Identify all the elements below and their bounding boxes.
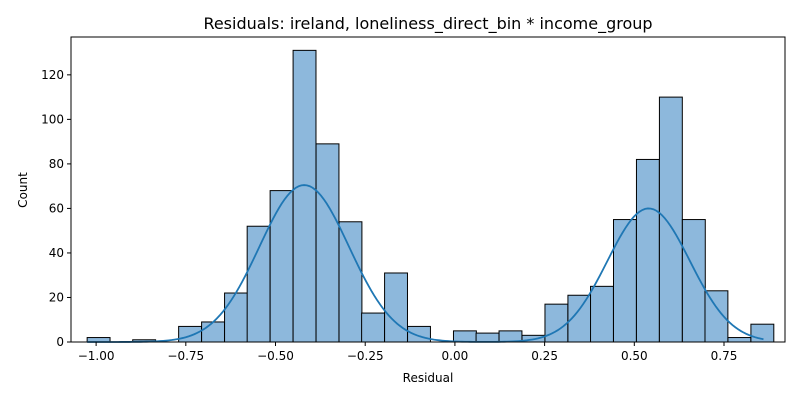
x-tick-label: −1.00 [78, 349, 115, 363]
histogram-bar [224, 292, 248, 343]
x-tick-label: 0.75 [711, 349, 738, 363]
histogram-bar [635, 158, 660, 343]
chart-title: Residuals: ireland, loneliness_direct_bi… [203, 14, 652, 34]
y-tick-label: 60 [49, 201, 64, 215]
histogram-bar [384, 272, 408, 343]
histogram-bar [246, 225, 271, 343]
kde-curve [87, 184, 764, 343]
x-tick-label: −0.50 [257, 349, 294, 363]
histogram-bar [475, 332, 500, 343]
x-axis-label: Residual [403, 371, 454, 385]
x-tick-label: 0.00 [442, 349, 469, 363]
histogram-bar [178, 325, 203, 343]
y-tick-label: 20 [49, 290, 64, 304]
y-axis-label: Count [16, 172, 30, 208]
histogram-bar [201, 321, 225, 343]
plot-frame [70, 36, 786, 343]
histogram-bar [544, 303, 569, 343]
y-axis: 0 20 40 60 80 100 120 [41, 68, 71, 349]
x-tick-label: 0.50 [621, 349, 648, 363]
histogram-bars [86, 49, 775, 343]
histogram-bar [269, 190, 294, 343]
histogram-bar [658, 96, 683, 343]
y-tick-label: 120 [41, 68, 64, 82]
histogram-bar [590, 285, 614, 343]
x-axis: −1.00 −0.75 −0.50 −0.25 0.00 0.25 0.50 0.75 [78, 342, 738, 363]
x-tick-label: 0.25 [531, 349, 558, 363]
histogram-bar [361, 312, 386, 343]
x-tick-label: −0.25 [347, 349, 384, 363]
x-tick-label: −0.75 [167, 349, 204, 363]
y-tick-label: 0 [56, 335, 64, 349]
histogram-bar [727, 337, 752, 343]
y-tick-label: 40 [49, 246, 64, 260]
histogram-bar [315, 143, 340, 343]
histogram-bar [681, 219, 706, 343]
y-tick-label: 80 [49, 157, 64, 171]
y-tick-label: 100 [41, 112, 64, 126]
histogram-bar [612, 219, 637, 343]
histogram-bar [292, 49, 317, 343]
histogram-bar [338, 221, 363, 343]
histogram-bar [407, 325, 431, 343]
histogram-bar [452, 330, 477, 343]
